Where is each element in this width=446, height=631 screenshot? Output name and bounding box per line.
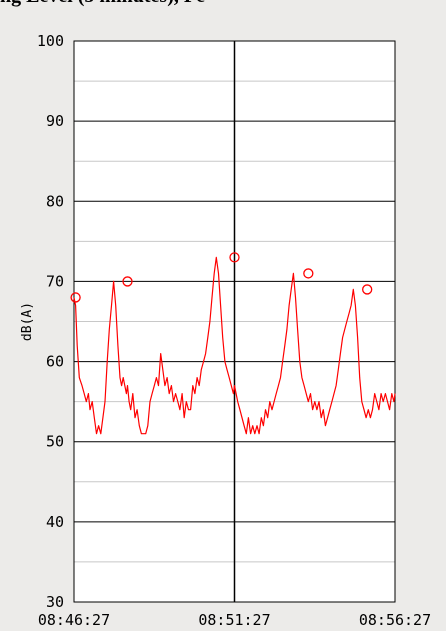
peak-marker — [70, 292, 81, 303]
x-tick-label: 08:56:27 — [359, 611, 431, 629]
y-tick-label: 90 — [46, 112, 64, 130]
tick-labels: 30 40 50 60 70 80 90 100 08:46:27 08:51:27 08:56:2… — [37, 32, 431, 629]
plot-border — [73, 40, 396, 603]
peak-marker — [229, 252, 240, 263]
grid — [73, 40, 396, 603]
x-tick-label: 08:46:27 — [38, 611, 110, 629]
series-layer — [73, 256, 396, 435]
y-tick-label: 50 — [46, 433, 64, 451]
y-tick-label: 40 — [46, 513, 64, 531]
peak-marker — [303, 268, 314, 279]
y-axis-label: dB(A) — [20, 302, 35, 341]
y-tick-label: 60 — [46, 353, 64, 371]
y-tick-label: 70 — [46, 272, 64, 290]
y-tick-label: 80 — [46, 192, 64, 210]
peak-marker — [122, 276, 133, 287]
chart-caption: ng Level (5 minutes), Pe — [0, 0, 446, 8]
peak-markers — [70, 252, 373, 303]
peak-marker — [362, 284, 373, 295]
x-tick-label: 08:51:27 — [198, 611, 270, 629]
y-tick-label: 30 — [46, 593, 64, 611]
series-line — [73, 256, 396, 435]
y-tick-label: 100 — [37, 32, 64, 50]
